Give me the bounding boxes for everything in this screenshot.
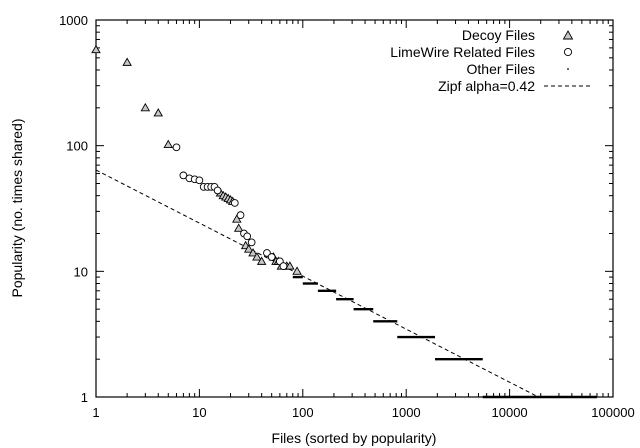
limewire-point bbox=[213, 186, 222, 195]
decoy-point bbox=[153, 108, 164, 117]
chart-marks bbox=[91, 44, 597, 399]
decoy-point bbox=[243, 244, 254, 253]
x-tick-label: 10000 bbox=[492, 405, 528, 420]
plot-frame bbox=[95, 19, 614, 398]
x-tick-labels: 1 10 100 1000 10000 100000 bbox=[92, 405, 634, 420]
y-axis-label: Popularity (no. times shared) bbox=[9, 119, 25, 298]
legend-circle-marker bbox=[563, 47, 573, 57]
legend-label-zipf: Zipf alpha=0.42 bbox=[438, 78, 535, 94]
y-tick-labels: 1 10 100 1000 bbox=[59, 13, 88, 405]
limewire-point bbox=[179, 171, 188, 180]
x-tick-label: 1000 bbox=[392, 405, 421, 420]
limewire-point bbox=[267, 253, 276, 261]
decoy-point bbox=[163, 139, 174, 149]
limewire-point bbox=[247, 238, 256, 247]
limewire-point bbox=[230, 199, 239, 207]
decoy-point bbox=[140, 102, 151, 112]
limewire-point bbox=[243, 232, 252, 241]
decoy-point bbox=[256, 256, 267, 265]
legend: Decoy Files LimeWire Related Files Other… bbox=[390, 27, 592, 94]
decoy-point bbox=[122, 57, 132, 66]
limewire-point bbox=[172, 143, 181, 152]
decoy-point bbox=[252, 252, 262, 261]
legend-label-limewire: LimeWire Related Files bbox=[390, 44, 535, 60]
axis-ticks bbox=[95, 20, 613, 398]
y-tick-label: 10 bbox=[74, 264, 88, 279]
y-tick-label: 1000 bbox=[59, 13, 88, 28]
decoy-point bbox=[292, 266, 302, 275]
decoy-point bbox=[233, 223, 244, 232]
y-tick-label: 1 bbox=[81, 390, 88, 405]
x-axis-label: Files (sorted by popularity) bbox=[272, 430, 437, 446]
limewire-point bbox=[195, 176, 204, 185]
legend-dot-marker bbox=[567, 68, 569, 70]
decoy-point bbox=[91, 44, 101, 54]
decoy-point bbox=[232, 214, 242, 223]
x-tick-label: 10 bbox=[192, 405, 206, 420]
y-tick-label: 100 bbox=[66, 139, 88, 154]
legend-triangle-marker bbox=[562, 30, 574, 40]
limewire-point bbox=[279, 262, 288, 270]
x-tick-label: 100000 bbox=[591, 405, 634, 420]
legend-label-other: Other Files bbox=[467, 61, 535, 77]
limewire-point bbox=[236, 211, 245, 219]
legend-label-decoy: Decoy Files bbox=[462, 27, 535, 43]
decoy-point bbox=[248, 248, 258, 257]
x-tick-label: 1 bbox=[92, 405, 99, 420]
decoy-point bbox=[285, 261, 295, 270]
x-tick-label: 100 bbox=[292, 405, 314, 420]
